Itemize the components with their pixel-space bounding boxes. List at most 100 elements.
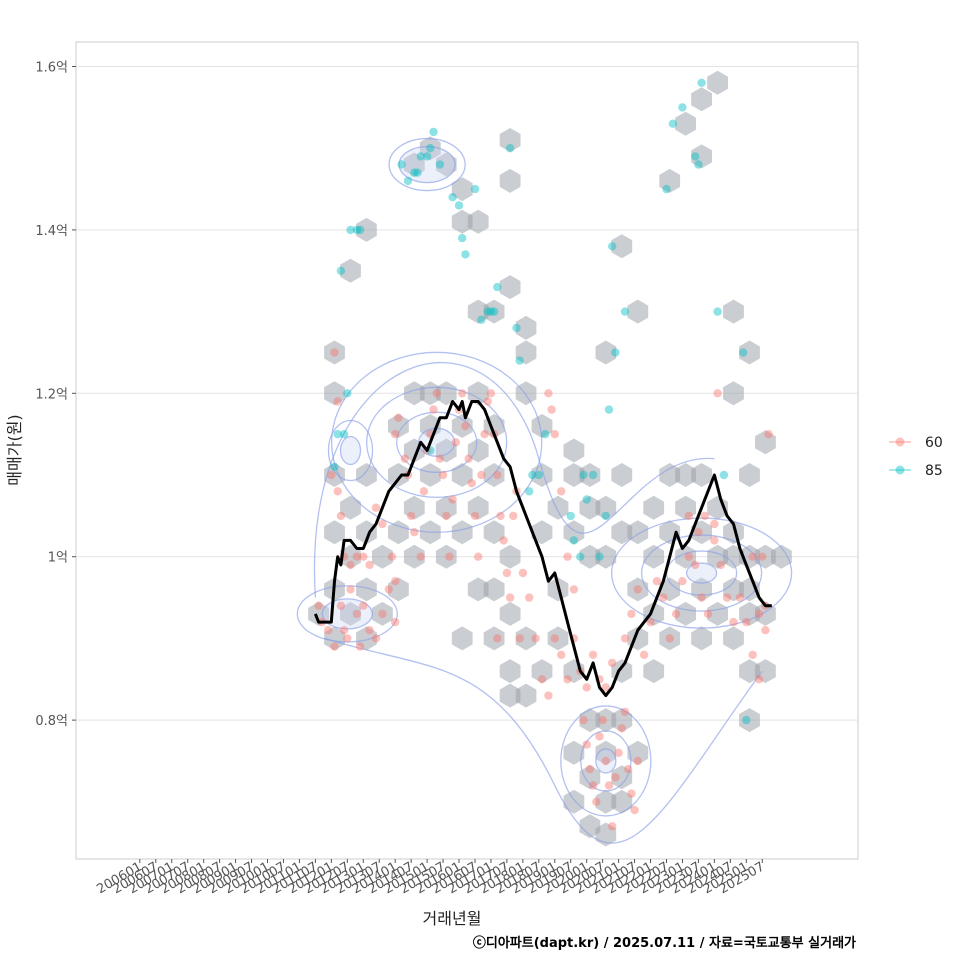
point-series-85 xyxy=(534,470,543,480)
point-series-85 xyxy=(604,405,614,414)
hexbin-cell xyxy=(563,463,585,487)
legend-label: 60 xyxy=(925,435,943,451)
trend-line xyxy=(314,400,772,698)
point-series-85 xyxy=(713,307,722,316)
hexbin-cell xyxy=(388,520,409,545)
hexbin-cell xyxy=(627,740,649,765)
hexbin-cell xyxy=(563,740,585,765)
hexbin-cell xyxy=(611,520,633,545)
hexbin-cell xyxy=(419,136,441,161)
point-series-85 xyxy=(343,389,352,398)
density-contour xyxy=(296,585,398,643)
point-series-85 xyxy=(738,348,748,357)
point-series-60 xyxy=(729,617,738,627)
hexbin-cell xyxy=(675,601,696,626)
hexbin-cell xyxy=(659,463,681,487)
point-series-60 xyxy=(678,577,687,586)
point-series-60 xyxy=(438,470,448,480)
point-series-85 xyxy=(493,282,502,292)
point-series-85 xyxy=(566,511,575,521)
hexbin-cell xyxy=(675,495,696,520)
hexbin-cell xyxy=(723,544,744,569)
hexbin-cell xyxy=(324,626,345,651)
x-axis: 2006012006072007012007072008012008072009… xyxy=(94,859,767,897)
point-series-60 xyxy=(748,552,757,561)
point-series-60 xyxy=(355,642,365,651)
point-series-60 xyxy=(515,634,524,643)
hexbin-cell xyxy=(388,414,409,438)
hexbin-cell xyxy=(451,209,473,234)
point-series-85 xyxy=(595,552,604,561)
point-series-60 xyxy=(339,626,349,635)
density-contour xyxy=(580,730,632,792)
point-series-60 xyxy=(391,430,400,439)
point-series-60 xyxy=(451,438,460,447)
density-contour xyxy=(610,517,793,629)
scatter-points xyxy=(314,78,773,831)
hexbin-cell xyxy=(356,217,377,242)
density-contour xyxy=(560,705,652,817)
hexbin-cell xyxy=(467,438,489,463)
point-series-60 xyxy=(569,585,579,594)
point-series-60 xyxy=(400,454,409,463)
hexbin-cell xyxy=(611,789,633,814)
hexbin-cell xyxy=(340,258,361,283)
point-series-85 xyxy=(426,144,435,153)
point-series-60 xyxy=(646,617,655,627)
hexbin-cell xyxy=(403,495,425,520)
density-contour xyxy=(327,419,374,482)
point-series-60 xyxy=(627,789,636,798)
hexbin-cell xyxy=(659,626,681,651)
point-series-60 xyxy=(563,675,572,684)
hexbin-cell xyxy=(324,340,345,365)
hexbin-cell xyxy=(356,577,377,602)
density-contour xyxy=(640,534,763,612)
hexbin-cell xyxy=(611,765,633,790)
hexbin-cell xyxy=(451,177,473,202)
hexbin-cell xyxy=(499,683,521,708)
point-series-60 xyxy=(588,781,598,790)
hexbin-cell xyxy=(643,659,665,684)
point-series-60 xyxy=(391,577,400,586)
point-series-60 xyxy=(330,642,339,651)
y-tick-label: 0.8억 xyxy=(35,714,68,729)
y-axis: 0.8억 1억 1.2억 1.4억 1.6억 xyxy=(35,61,76,729)
plot-panel xyxy=(75,41,859,860)
legend: 60 85 xyxy=(889,435,943,479)
point-series-60 xyxy=(754,675,764,684)
point-series-60 xyxy=(346,585,355,594)
point-series-85 xyxy=(515,356,524,365)
hexbin-cell xyxy=(499,544,521,569)
y-tick-label: 1.6억 xyxy=(35,61,68,76)
x-axis-title: 거래년월 xyxy=(423,909,482,928)
point-series-60 xyxy=(432,389,441,398)
point-series-60 xyxy=(474,552,483,561)
point-series-60 xyxy=(467,479,476,488)
point-series-85 xyxy=(429,127,438,137)
point-series-85 xyxy=(355,225,365,235)
point-series-60 xyxy=(365,626,374,635)
hexbin-cell xyxy=(467,577,489,602)
hexbin-cell xyxy=(579,814,601,839)
hexbin-cell xyxy=(675,463,696,487)
point-series-60 xyxy=(502,568,512,578)
point-series-60 xyxy=(429,405,438,414)
point-series-60 xyxy=(582,683,591,692)
point-series-60 xyxy=(352,552,362,561)
point-series-85 xyxy=(413,168,422,177)
point-series-85 xyxy=(477,315,486,324)
point-series-60 xyxy=(598,715,607,725)
hexbin-cell xyxy=(483,520,505,545)
point-series-60 xyxy=(697,593,706,602)
point-series-85 xyxy=(620,307,630,316)
hexbin-cell xyxy=(611,708,633,733)
hexbin-cell xyxy=(579,765,601,790)
point-series-60 xyxy=(639,650,649,659)
hexbin-cell xyxy=(595,740,617,765)
point-series-85 xyxy=(579,470,588,480)
point-series-60 xyxy=(371,503,381,512)
point-series-85 xyxy=(588,470,598,480)
hexbin-cell xyxy=(499,275,521,300)
hexbin-cell xyxy=(563,789,585,814)
point-series-60 xyxy=(592,797,601,806)
